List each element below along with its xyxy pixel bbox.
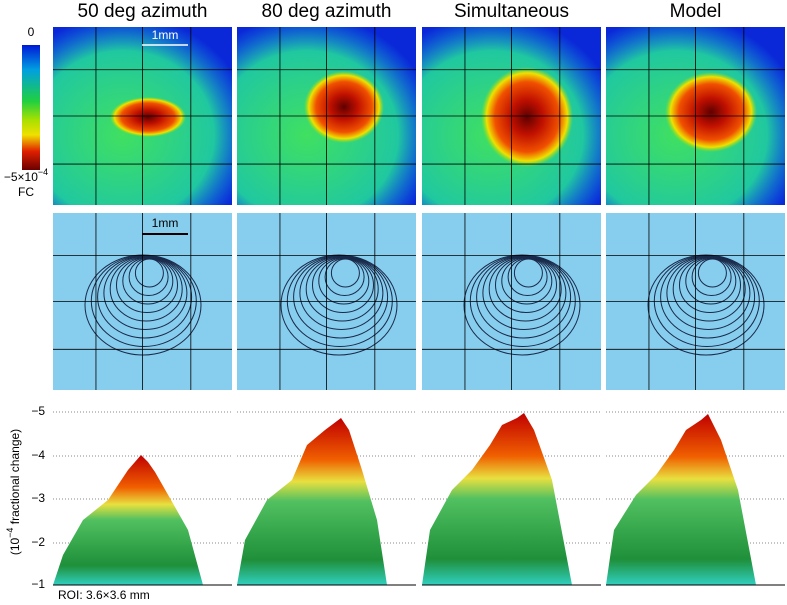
colorbar-top: 0 <box>28 25 35 39</box>
heatmap-hot <box>665 72 757 152</box>
contour <box>501 257 553 305</box>
surface-axis-label: (10−4 fractional change) <box>5 429 22 555</box>
contour <box>318 257 370 305</box>
column-title: 50 deg azimuth <box>78 1 208 22</box>
contour <box>507 258 548 296</box>
scale-label: 1mm <box>152 28 179 42</box>
contour <box>660 255 756 339</box>
label-exp: −4 <box>5 528 15 538</box>
surface <box>606 414 756 585</box>
heatmap-hot <box>481 67 573 167</box>
contour <box>685 257 737 305</box>
y-tick-label: −5 <box>31 404 45 418</box>
contour <box>305 256 379 322</box>
column-title: 80 deg azimuth <box>262 1 392 22</box>
contour <box>672 256 746 322</box>
contour <box>482 256 567 330</box>
colorbar-bottom: −5×10−4 <box>4 167 48 184</box>
y-tick-label: −2 <box>31 535 45 549</box>
y-tick-label: −1 <box>31 577 45 591</box>
contour <box>513 258 543 288</box>
contour <box>463 254 581 356</box>
contour <box>495 257 557 313</box>
contour <box>691 258 732 296</box>
colorbar-bottom-base: −5×10 <box>4 170 38 184</box>
colorbar-bottom-exp: −4 <box>38 167 48 177</box>
contour <box>280 254 398 356</box>
contour <box>679 257 741 313</box>
heatmap-hot <box>110 97 186 137</box>
contour <box>312 257 374 313</box>
contour <box>84 254 202 356</box>
contour <box>128 258 169 296</box>
colorbar <box>22 45 40 170</box>
y-tick-label: −4 <box>31 448 45 462</box>
contour <box>299 256 384 330</box>
contour <box>109 256 183 322</box>
contour <box>134 258 164 288</box>
contour <box>666 256 751 330</box>
surface <box>237 418 387 585</box>
contour <box>293 255 389 339</box>
contour <box>97 255 193 339</box>
heatmap-hot <box>304 71 384 143</box>
contour <box>476 255 572 339</box>
contour <box>103 256 188 330</box>
contour <box>122 257 174 305</box>
panels: 50 deg azimuth 80 deg azimuth Simultaneous… <box>53 1 785 586</box>
scale-label: 1mm <box>152 216 179 230</box>
contour <box>324 258 365 296</box>
label-prefix: (10 <box>8 538 22 556</box>
surface <box>53 455 203 585</box>
contour <box>697 258 727 288</box>
roi-note: ROI: 3.6×3.6 mm <box>58 588 150 602</box>
label-suffix: fractional change) <box>8 429 22 528</box>
contour <box>330 258 360 288</box>
column-title: Simultaneous <box>454 1 569 22</box>
contour <box>116 257 178 313</box>
y-tick-label: −3 <box>31 491 45 505</box>
colorbar-unit: FC <box>18 185 34 199</box>
surface <box>422 413 572 585</box>
column-title: Model <box>670 1 722 22</box>
contour <box>647 254 765 356</box>
contour <box>488 256 562 322</box>
